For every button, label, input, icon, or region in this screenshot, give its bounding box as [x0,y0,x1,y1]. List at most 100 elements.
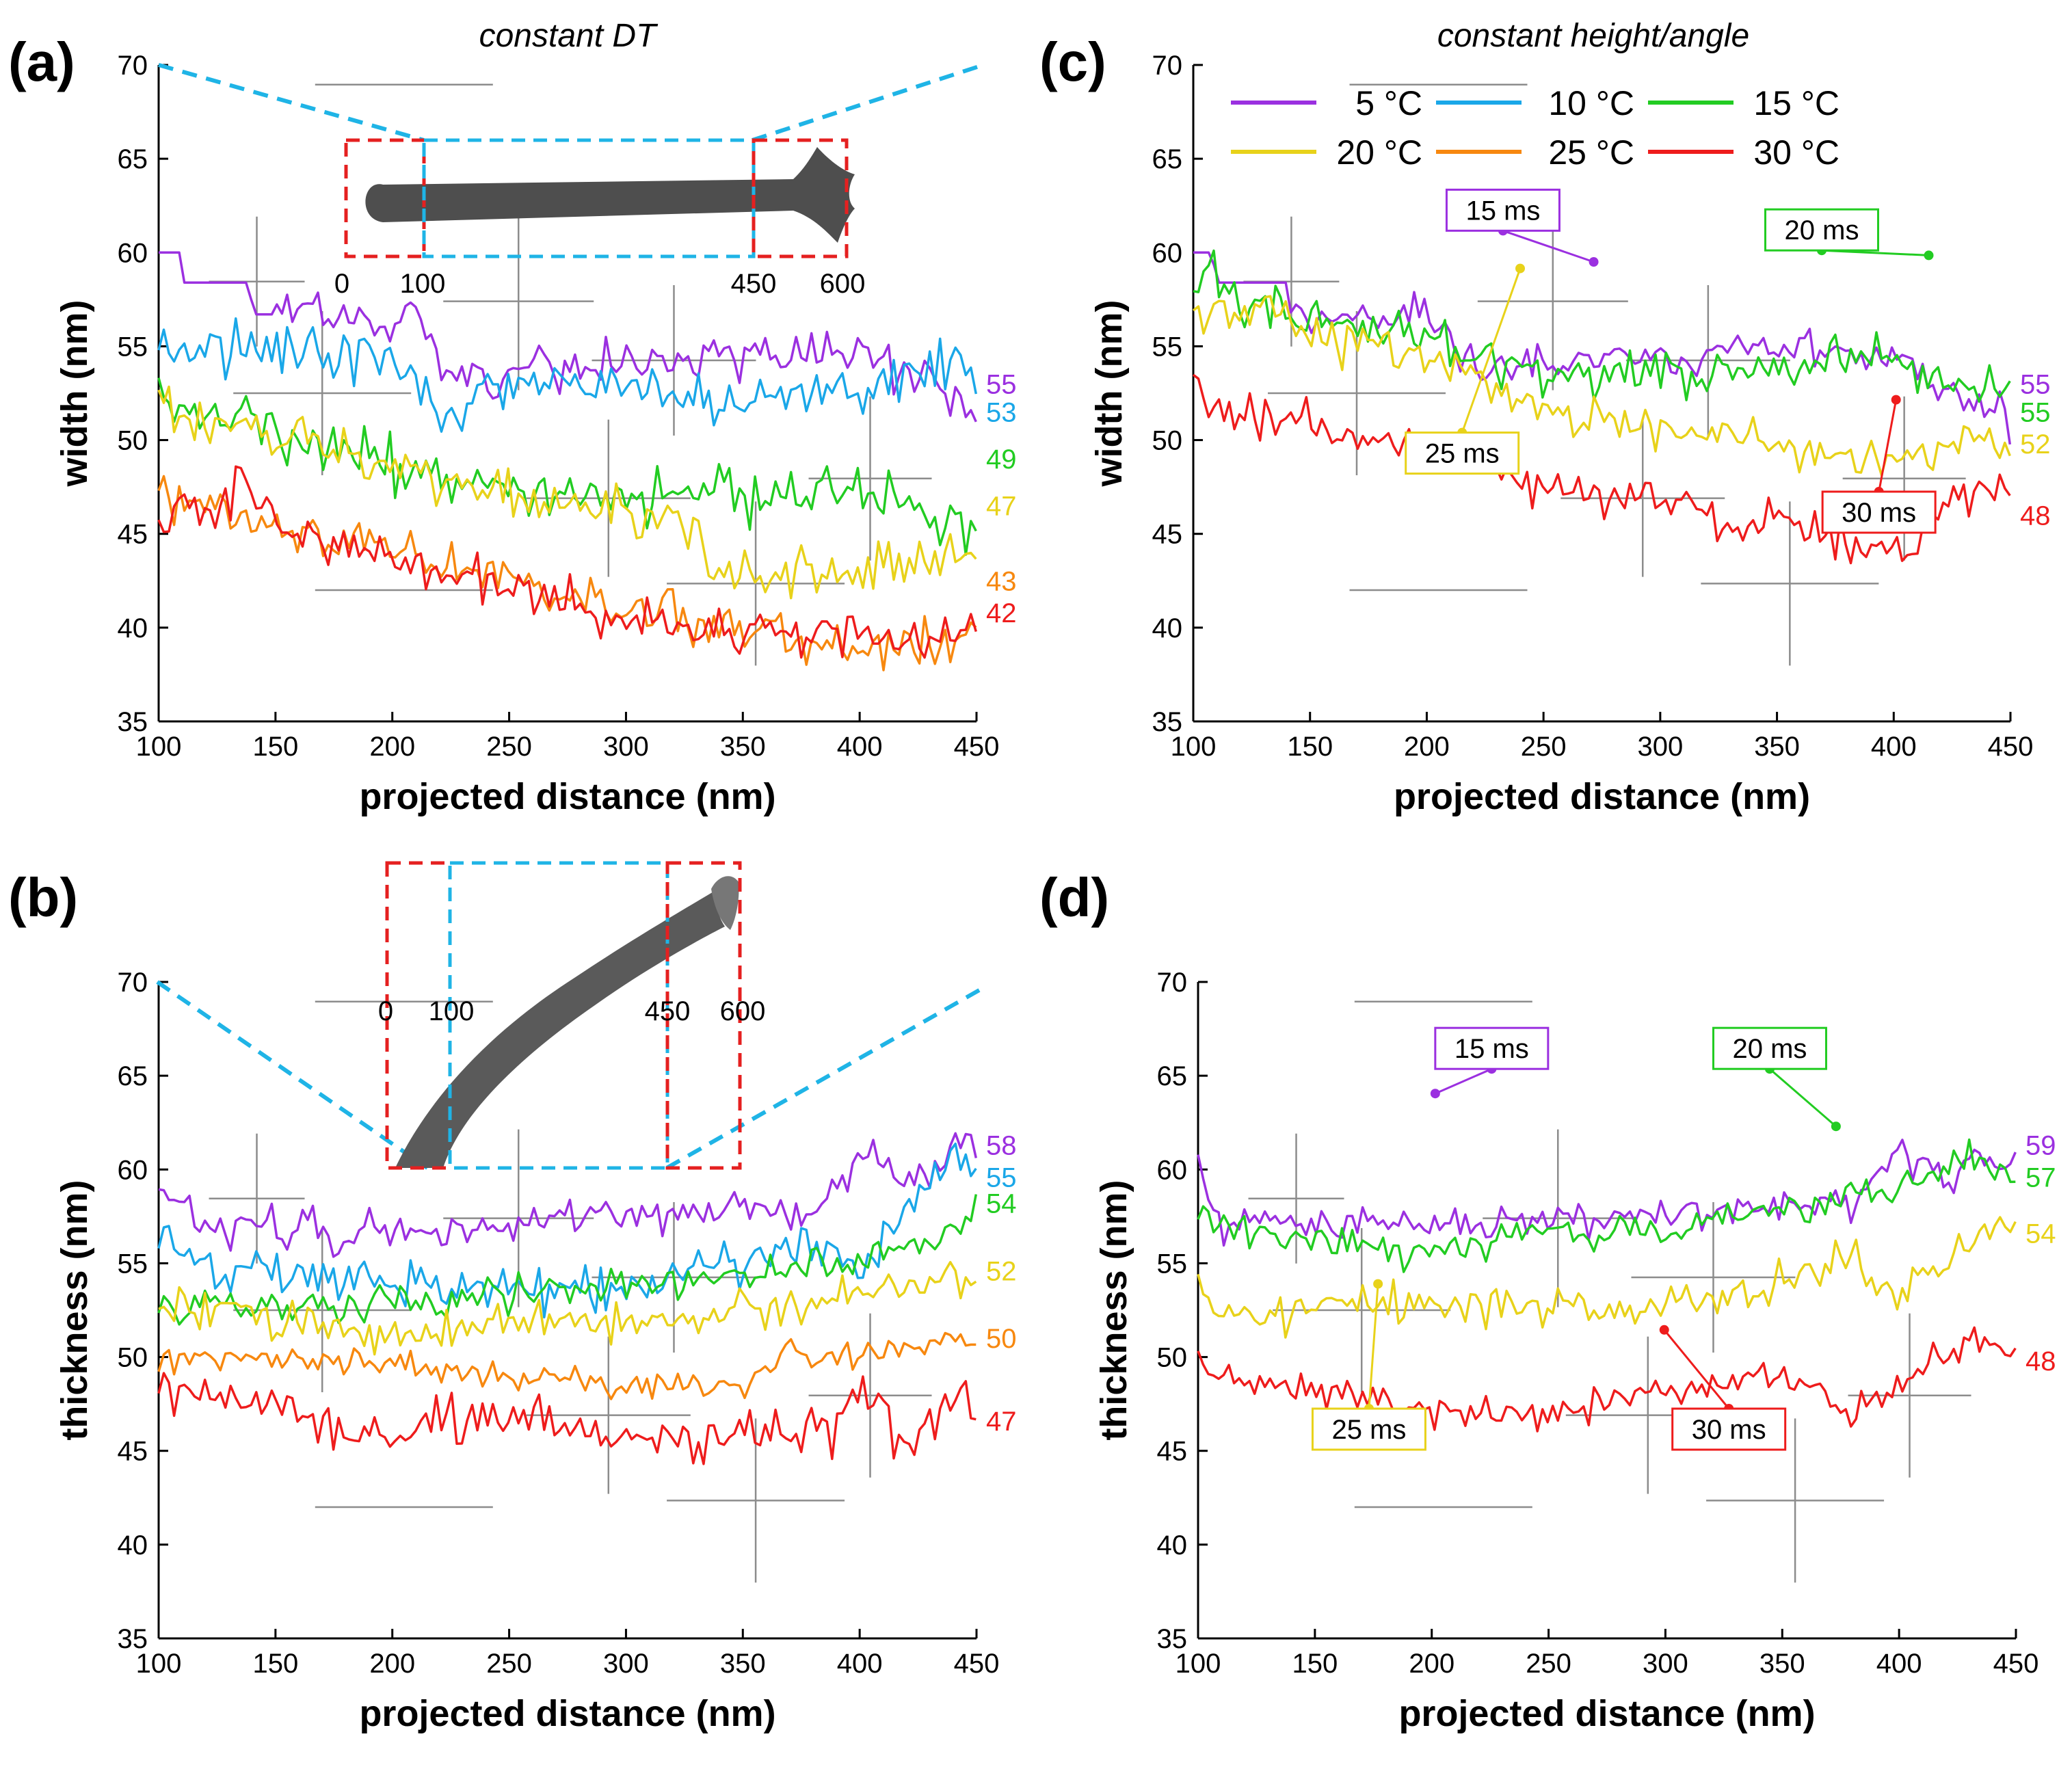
x-tick-label: 150 [1287,732,1333,762]
legend: 5 °C 10 °C 15 °C 20 °C 25 °C 30 °C [1231,84,1839,172]
series-15c-line [157,377,977,556]
annotation-label: 20 ms [1785,215,1859,245]
end-label-30c: 48 [2020,501,2051,531]
series-10c-line [157,317,978,433]
y-tick-label: 40 [1152,613,1183,643]
panel-c: 35 40 45 50 55 60 65 70 100 150 200 250 300 350 400 450… [1089,51,2051,817]
x-axis-title: projected distance (nm) [1394,776,1810,817]
annotation-target-dot [1831,1121,1841,1132]
legend-label-15c: 15 °C [1753,84,1839,122]
x-tick-label: 450 [954,732,1000,762]
y-tick-label: 45 [1152,520,1183,550]
y-tick-label: 35 [1152,707,1183,737]
annotation-label: 25 ms [1425,439,1500,469]
y-tick-label: 40 [1157,1530,1188,1560]
y-tick-label: 60 [118,1155,148,1185]
y-tick-label: 60 [118,238,148,268]
end-label-15c: 49 [986,444,1017,475]
annotation-leader-line [1878,399,1898,492]
x-tick-label: 100 [136,1649,182,1679]
x-tick-label: 250 [486,732,532,762]
x-tick-label: 400 [1871,732,1917,762]
y-tick-label: 50 [118,1343,148,1373]
x-tick-label: 300 [1643,1649,1688,1679]
x-tick-label: 150 [1292,1649,1338,1679]
x-tick-label: 300 [603,732,649,762]
inset-a-label-0: 0 [334,269,349,299]
y-tick-label: 70 [118,51,148,81]
annotation-leader-line [1768,1068,1837,1128]
x-tick-label: 200 [1409,1649,1455,1679]
end-label-20c: 52 [2020,429,2051,460]
end-label-30c: 42 [986,598,1017,628]
end-label-20c: 47 [986,492,1017,522]
series-5c-line [159,251,977,423]
end-label-5c: 55 [2020,369,2051,399]
inset-side-view: 0 100 450 600 [156,861,981,1170]
y-tick-label: 35 [1157,1624,1188,1654]
annotation-box [1405,431,1520,475]
series-30c-line [1192,373,2011,565]
y-tick-label: 65 [118,1061,148,1091]
annotation-box [1434,1026,1550,1070]
annotation-label: 30 ms [1842,498,1916,528]
x-tick-label: 350 [720,732,766,762]
legend-label-10c: 10 °C [1548,84,1634,122]
y-tick-label: 65 [1157,1061,1188,1091]
y-tick-label: 55 [1157,1249,1188,1279]
annotation-target-dot [1659,1325,1669,1335]
legend-label-5c: 5 °C [1355,84,1422,122]
y-tick-label: 65 [118,144,148,174]
annotation-target-dot [1430,1089,1440,1099]
inset-a-nanostructure-image [365,147,855,243]
x-tick-label: 150 [252,732,298,762]
annotation-label: 25 ms [1331,1415,1406,1445]
series-30c-line [157,1372,977,1465]
inset-a-box-middle [422,138,756,258]
x-tick-label: 400 [1876,1649,1922,1679]
annotation-leader-line [1435,1067,1492,1095]
annotation-leader-line [1461,268,1522,434]
legend-label-20c: 20 °C [1336,133,1422,172]
inset-b-nanostructure-image [395,889,725,1168]
x-tick-label: 100 [1171,732,1217,762]
y-tick-label: 35 [118,1624,148,1654]
annotation-box [1821,490,1937,534]
x-tick-label: 100 [1176,1649,1221,1679]
end-label-15c: 55 [2020,397,2051,427]
annotation-label: 20 ms [1733,1034,1807,1064]
panel-label-a: (a) [8,31,75,92]
annotation-box [1712,1026,1827,1070]
end-label-20c: 52 [986,1256,1017,1286]
inset-b-zoom-line-left [156,980,429,1170]
x-tick-label: 450 [954,1649,1000,1679]
end-label-25c: 50 [986,1324,1017,1354]
y-tick-label: 50 [1157,1343,1188,1373]
end-label-15c: 54 [986,1189,1017,1219]
annotation-box [1764,208,1879,252]
y-tick-label: 50 [118,426,148,456]
y-tick-label: 35 [118,707,148,737]
annotation-label: 30 ms [1692,1415,1766,1445]
x-tick-label: 350 [1759,1649,1805,1679]
series-10c-line [157,1142,977,1319]
inset-b-label-600: 600 [720,996,766,1026]
x-axis-title: projected distance (nm) [1398,1693,1815,1734]
series-20c-line [158,1261,977,1356]
panel-a: 35 40 45 50 55 60 65 70 100 150 200 250 300 350 400 450… [54,51,1017,817]
series-30c-line [157,465,977,659]
end-label-20c: 54 [2025,1219,2056,1249]
x-tick-label: 350 [1754,732,1800,762]
y-axis-title: width (nm) [54,300,95,488]
y-tick-label: 45 [118,520,148,550]
x-tick-label: 400 [837,732,883,762]
annotation-target-dot [1924,250,1934,261]
annotation-leader-line [1368,1283,1379,1409]
header-constant-height-angle: constant height/angle [1437,18,1749,54]
annotation-target-dot [1589,257,1599,267]
x-tick-label: 300 [1637,732,1683,762]
y-tick-label: 55 [118,332,148,362]
inset-top-view: 0 100 450 600 [158,63,984,299]
